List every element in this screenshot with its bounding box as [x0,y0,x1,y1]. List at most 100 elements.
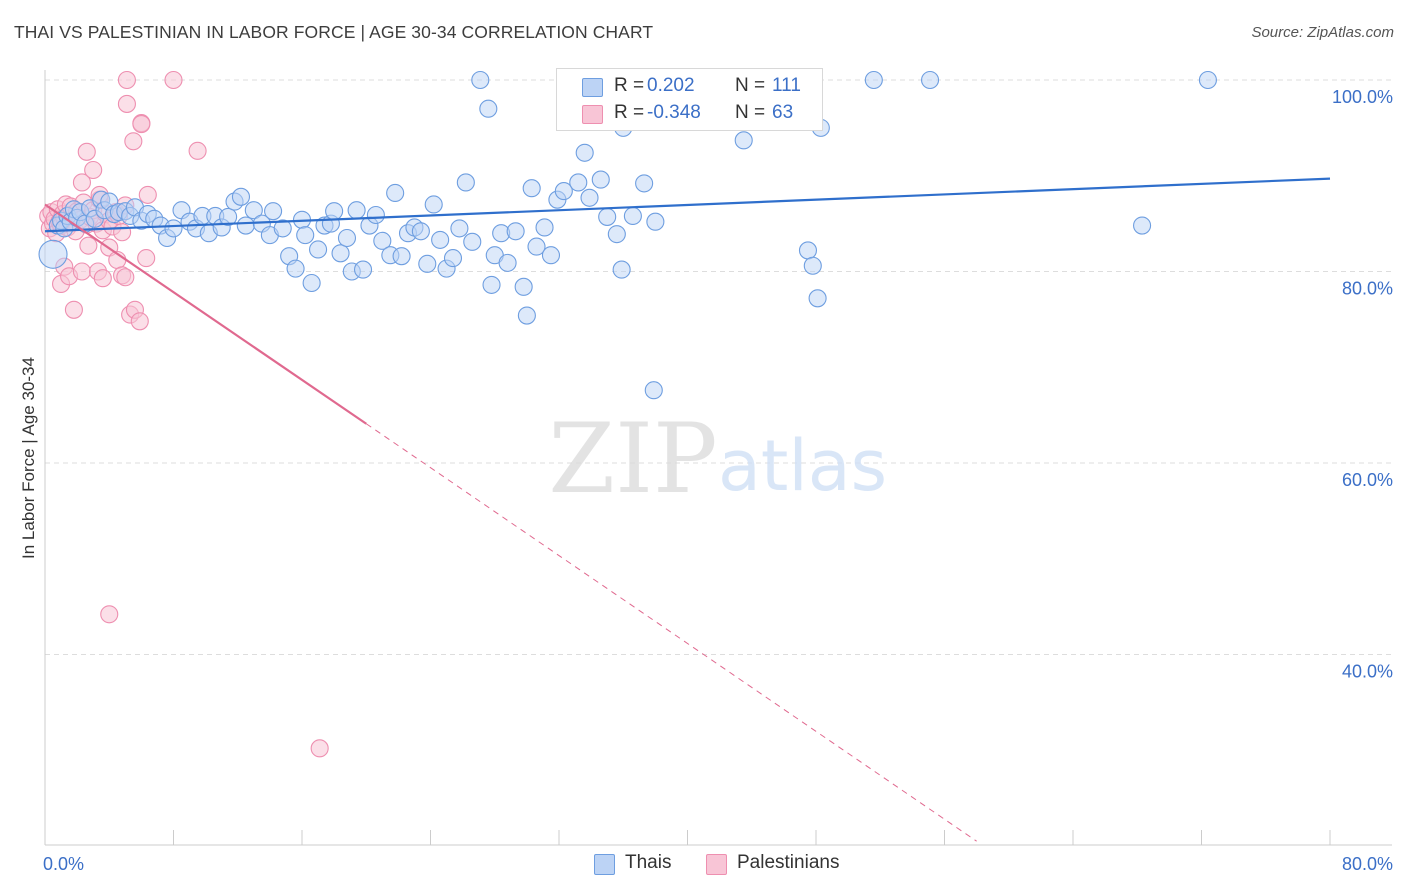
thais-n-label: N = [735,75,766,96]
thais-r-value: 0.202 [647,75,695,96]
thai-point-87 [554,182,573,201]
thai-point-47 [309,240,328,259]
thai-point-89 [569,173,588,192]
thais-legend-label: Thais [625,852,672,873]
thai-point-108 [920,70,940,90]
thai-point-74 [479,99,498,118]
thai-point-72 [463,232,482,251]
trend-lines [44,177,1331,842]
palestinians-swatch [582,105,603,124]
thai-point-83 [527,237,546,256]
thai-point-99 [644,381,663,400]
thai-point-0 [38,239,68,269]
correlation-legend: R = 0.202 N = 111 R = -0.348 N = 63 [556,68,823,131]
thai-point-50 [325,202,344,221]
thai-point-107 [864,70,883,90]
thai-point-66 [424,195,443,214]
y-tick-label-2: 60.0% [1342,470,1393,490]
thai-point-51 [331,244,350,263]
thai-point-109 [1133,216,1152,235]
thai-point-45 [296,226,315,245]
thai-point-35 [231,187,251,206]
palestinian-point-47 [130,312,149,331]
thai-point-60 [386,183,405,203]
thai-point-91 [580,188,599,207]
grid-lines [45,79,1392,655]
palestinian-point-31 [113,223,132,242]
thai-point-100 [646,212,665,231]
thai-point-93 [598,207,617,226]
palestinian-point-62 [188,141,207,160]
x-tick-label-0: 0.0% [43,854,84,874]
palestinian-point-48 [137,249,156,268]
thai-point-97 [623,206,642,226]
thais-r-label: R = [614,75,645,96]
thais-legend-swatch [594,854,615,875]
thai-point-65 [418,254,437,273]
thai-point-36 [236,216,255,235]
palestinians-legend-label: Palestinians [737,852,840,873]
palestinians-trend-line [44,203,367,425]
thai-point-102 [734,131,753,150]
thai-point-43 [286,259,305,278]
thai-point-98 [635,174,654,193]
palestinian-point-55 [138,185,157,204]
palestinian-point-51 [84,160,103,180]
thai-point-82 [522,179,541,198]
thai-point-84 [535,218,554,237]
y-tick-label-0: 100.0% [1332,87,1393,107]
thai-point-90 [575,143,594,162]
palestinian-point-38 [79,236,98,255]
palestinian-point-49 [72,173,91,192]
palestinians-legend-swatch [706,854,727,875]
thai-point-75 [482,275,501,294]
thais-swatch [582,78,603,97]
thai-point-25 [164,219,183,238]
thai-point-73 [471,70,490,90]
thai-point-81 [517,306,536,325]
thai-point-70 [450,219,469,238]
thai-point-95 [612,260,631,279]
thai-point-105 [808,289,827,308]
thai-point-57 [366,205,385,225]
thai-point-61 [392,247,411,266]
palestinian-point-59 [132,114,151,134]
palestinians-r-label: R = [614,102,645,123]
thai-point-69 [443,249,463,268]
thai-point-110 [1198,70,1217,90]
thai-point-71 [456,173,475,192]
thai-point-104 [803,256,822,275]
palestinian-point-40 [93,269,112,288]
thais-trend-line [44,177,1331,233]
thai-point-79 [506,222,525,241]
thai-point-67 [431,230,450,249]
thai-point-94 [607,225,626,244]
thai-point-54 [347,201,366,220]
palestinian-point-53 [124,132,143,151]
thai-point-58 [373,231,392,250]
palestinians-trend-extension [365,423,977,842]
thai-point-80 [514,277,533,296]
thai-point-92 [591,170,610,189]
palestinian-point-60 [100,605,119,624]
thai-point-103 [798,241,818,260]
source-label: Source: ZipAtlas.com [1251,24,1394,41]
palestinian-point-61 [310,739,329,758]
palestinian-point-44 [116,268,135,287]
watermark-zip: ZIP [548,403,717,515]
thai-point-78 [498,253,517,272]
thais-n-value: 111 [772,75,801,96]
thai-point-52 [337,228,357,248]
palestinian-point-50 [77,142,96,161]
palestinian-point-57 [117,70,136,90]
watermark-atlas: atlas [718,425,887,507]
palestinian-point-58 [164,70,183,90]
thai-point-37 [244,201,263,220]
thai-point-46 [302,273,321,293]
thai-point-40 [264,202,283,221]
thai-point-64 [411,222,430,241]
y-tick-label-1: 80.0% [1342,279,1393,299]
palestinians-r-value: -0.348 [647,102,701,123]
chart-title: THAI VS PALESTINIAN IN LABOR FORCE | AGE… [14,22,654,42]
palestinians-n-label: N = [735,102,766,123]
